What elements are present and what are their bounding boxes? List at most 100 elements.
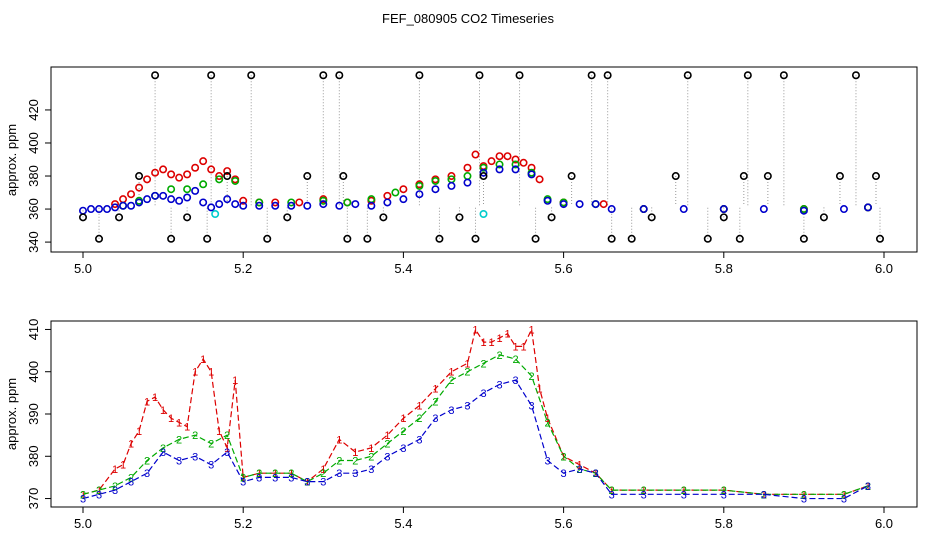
- point-label-3: 3: [432, 413, 438, 425]
- point-3: [111, 203, 120, 212]
- point-raw: [515, 71, 524, 80]
- point-label-1: 1: [208, 367, 214, 379]
- point-3: [639, 205, 648, 214]
- point-1: [495, 152, 504, 161]
- point-2: [287, 198, 296, 207]
- point-raw: [683, 71, 692, 80]
- point-raw: [263, 234, 272, 243]
- point-label-2: 2: [480, 358, 486, 370]
- point-label-3: 3: [128, 477, 134, 489]
- point-1: [207, 165, 216, 174]
- point-label-3: 3: [577, 464, 583, 476]
- point-1: [159, 165, 168, 174]
- point-raw: [479, 172, 488, 181]
- point-label-3: 3: [416, 434, 422, 446]
- point-label-2: 2: [176, 434, 182, 446]
- point-1: [519, 158, 528, 167]
- point-1: [471, 150, 480, 159]
- point-1: [463, 163, 472, 172]
- point-raw: [435, 234, 444, 243]
- point-label-1: 1: [865, 481, 871, 493]
- top-axes: 5.0 5.2 5.4 5.6 5.8 6.0 340 360 380 400 420: [26, 99, 893, 276]
- point-label-2: 2: [761, 489, 767, 501]
- point-1: [295, 198, 304, 207]
- point-label-1: 1: [841, 489, 847, 501]
- y-tick-label: 340: [26, 231, 41, 253]
- point-1: [271, 198, 280, 207]
- point-label-3: 3: [176, 456, 182, 468]
- point-label-3: 3: [336, 468, 342, 480]
- x-tick-label: 5.2: [234, 516, 252, 531]
- point-3: [607, 205, 616, 214]
- point-label-2: 2: [496, 350, 502, 362]
- point-3: [159, 191, 168, 200]
- point-3: [215, 200, 224, 209]
- point-3: [415, 190, 424, 199]
- x-tick-label: 5.8: [715, 516, 733, 531]
- point-raw: [587, 71, 596, 80]
- point-1: [167, 170, 176, 179]
- point-1: [383, 191, 392, 200]
- x-tick-label: 5.0: [74, 261, 92, 276]
- point-3: [255, 201, 264, 210]
- point-3: [191, 186, 200, 195]
- point-raw: [247, 71, 256, 80]
- point-raw: [339, 172, 348, 181]
- point-label-2: 2: [144, 456, 150, 468]
- point-raw: [207, 71, 216, 80]
- point-label-1: 1: [176, 417, 182, 429]
- point-label-2: 2: [865, 481, 871, 493]
- point-1: [503, 152, 512, 161]
- point-label-2: 2: [593, 468, 599, 480]
- point-label-1: 1: [144, 396, 150, 408]
- series-line-3: [82, 379, 869, 500]
- point-label-1: 1: [120, 460, 126, 472]
- point-3: [351, 200, 360, 209]
- x-tick-label: 6.0: [875, 516, 893, 531]
- point-1: [111, 200, 120, 209]
- point-3: [367, 201, 376, 210]
- point-label-1: 1: [152, 392, 158, 404]
- point-label-2: 2: [128, 472, 134, 484]
- point-label-3: 3: [480, 388, 486, 400]
- point-2: [215, 175, 224, 184]
- point-2: [511, 160, 520, 169]
- point-raw: [135, 172, 144, 181]
- point-2: [231, 176, 240, 185]
- point-1: [151, 168, 160, 177]
- point-raw: [79, 213, 88, 222]
- point-label-3: 3: [384, 451, 390, 463]
- point-label-2: 2: [256, 468, 262, 480]
- point-1: [447, 172, 456, 181]
- point-label-2: 2: [384, 439, 390, 451]
- point-1: [143, 175, 152, 184]
- y-tick-label: 400: [26, 361, 41, 383]
- point-label-3: 3: [801, 494, 807, 506]
- point-2: [319, 196, 328, 205]
- point-raw: [871, 172, 880, 181]
- point-1: [239, 196, 248, 205]
- y-tick-label: 380: [26, 445, 41, 467]
- point-label-2: 2: [272, 468, 278, 480]
- bottom-y-axis-label: approx. ppm: [4, 378, 19, 450]
- point-raw: [799, 234, 808, 243]
- point-label-3: 3: [865, 481, 871, 493]
- x-tick-label: 5.6: [555, 261, 573, 276]
- point-label-1: 1: [336, 434, 342, 446]
- point-label-1: 1: [488, 337, 494, 349]
- point-label-2: 2: [528, 371, 534, 383]
- point-label-3: 3: [609, 489, 615, 501]
- point-3: [223, 195, 232, 204]
- point-2: [479, 163, 488, 172]
- point-label-2: 2: [545, 417, 551, 429]
- point-2: [167, 185, 176, 194]
- y-tick-label: 400: [26, 132, 41, 154]
- point-label-1: 1: [528, 324, 534, 336]
- point-3: [447, 181, 456, 190]
- point-3: [863, 203, 872, 212]
- point-2: [463, 172, 472, 181]
- point-1: [127, 190, 136, 199]
- point-3: [135, 198, 144, 207]
